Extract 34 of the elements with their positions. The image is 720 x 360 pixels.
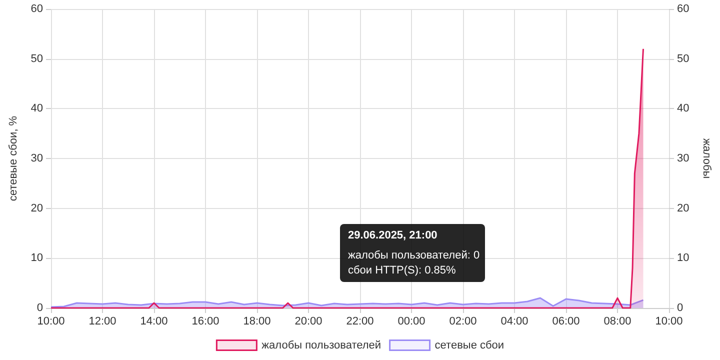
y-tick-label: 30	[30, 152, 43, 164]
x-tick-label: 12:00	[88, 316, 116, 328]
x-tick-label: 20:00	[294, 316, 322, 328]
x-tick-label: 04:00	[500, 316, 528, 328]
y-tick-label: 20	[30, 202, 43, 214]
x-tick-label: 02:00	[449, 316, 477, 328]
y-tick-label: 10	[30, 252, 43, 264]
x-tick-label: 18:00	[243, 316, 271, 328]
y2-tick-label: 50	[677, 52, 690, 65]
legend-label: сетевые сбои	[434, 339, 504, 352]
y2-tick-label: 60	[677, 3, 690, 15]
x-tick-label: 10:00	[655, 316, 683, 328]
annotation: сбои HTTP(S): 0.85%	[348, 264, 456, 276]
y-tick-label: 60	[30, 3, 43, 15]
y-axis-title: сетевые сбои, %	[8, 116, 20, 202]
y2-tick-label: 10	[677, 252, 690, 264]
y2-tick-label: 40	[677, 102, 690, 115]
x-tick-label: 14:00	[140, 316, 168, 328]
x-tick-label: 16:00	[192, 316, 220, 328]
x-tick-label: 22:00	[346, 316, 374, 328]
y-tick-label: 50	[30, 52, 43, 65]
annotation: 29.06.2025, 21:00	[348, 230, 438, 242]
x-tick-label: 06:00	[552, 316, 580, 328]
y2-tick-label: 0	[677, 302, 684, 314]
x-tick-label: 10:00	[37, 316, 65, 328]
legend-label: жалобы пользователей	[262, 339, 382, 352]
x-tick-label: 08:00	[604, 316, 632, 328]
y2-tick-label: 30	[677, 152, 690, 164]
y2-tick-label: 20	[677, 202, 690, 214]
x-tick-label: 00:00	[398, 316, 426, 328]
y2-axis-title: жалобы	[700, 138, 712, 179]
annotation: жалобы пользователей: 0	[348, 250, 480, 262]
y-tick-label: 40	[30, 102, 43, 115]
y-tick-label: 0	[36, 302, 43, 314]
